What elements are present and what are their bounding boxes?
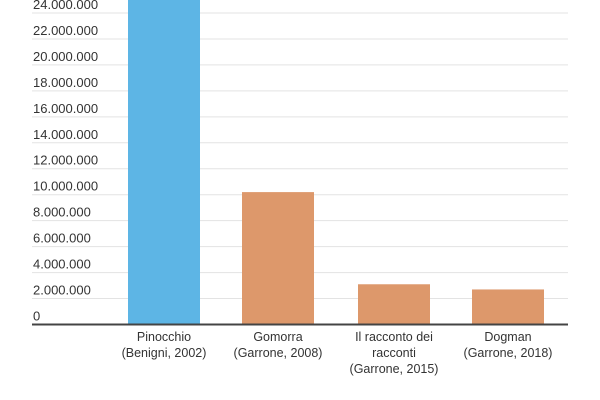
y-tick-label: 4.000.000 [33, 257, 91, 272]
x-tick-label: (Benigni, 2002) [122, 346, 207, 360]
y-tick-label: 22.000.000 [33, 23, 98, 38]
bar [242, 192, 314, 325]
y-tick-label: 20.000.000 [33, 49, 98, 64]
x-tick-label: Gomorra [253, 330, 302, 344]
y-tick-label: 16.000.000 [33, 101, 98, 116]
bar [358, 284, 430, 325]
x-tick-label: Il racconto dei [355, 330, 433, 344]
y-tick-label: 12.000.000 [33, 153, 98, 168]
x-tick-label: Dogman [484, 330, 531, 344]
y-tick-label: 14.000.000 [33, 127, 98, 142]
y-tick-label: 8.000.000 [33, 205, 91, 220]
x-tick-label: racconti [372, 346, 416, 360]
x-tick-label: (Garrone, 2015) [350, 362, 439, 376]
y-tick-label: 2.000.000 [33, 283, 91, 298]
y-tick-label: 0 [33, 309, 40, 324]
bar [128, 0, 200, 325]
bar [472, 289, 544, 325]
x-tick-label: (Garrone, 2018) [464, 346, 553, 360]
x-tick-label: (Garrone, 2008) [234, 346, 323, 360]
y-tick-label: 18.000.000 [33, 75, 98, 90]
y-tick-label: 24.000.000 [33, 0, 98, 12]
x-tick-label: Pinocchio [137, 330, 191, 344]
y-tick-label: 10.000.000 [33, 179, 98, 194]
y-tick-label: 6.000.000 [33, 231, 91, 246]
